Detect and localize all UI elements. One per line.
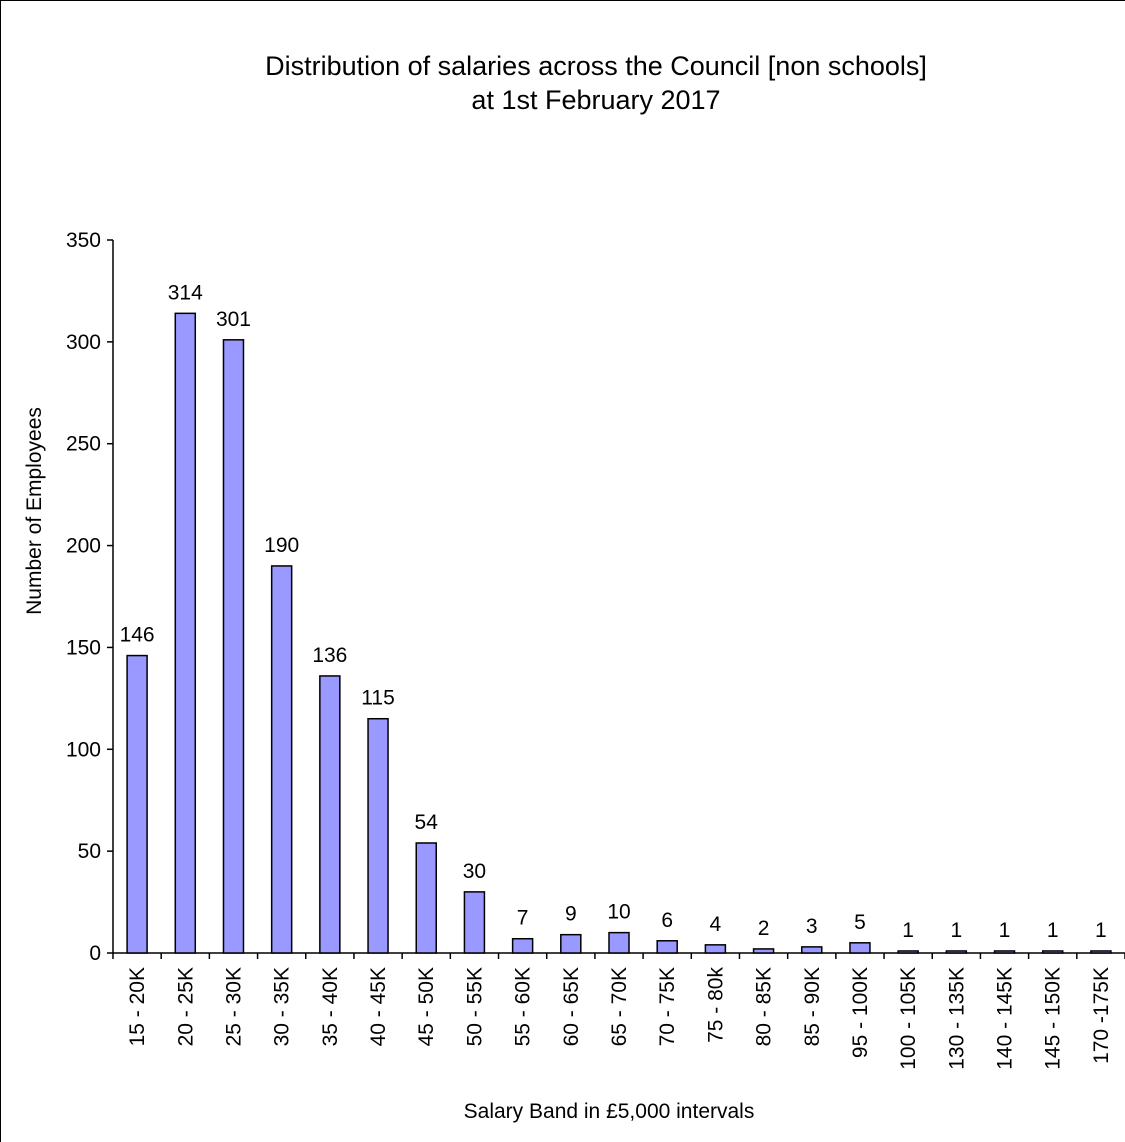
data-label: 9 bbox=[565, 903, 577, 926]
data-label: 1 bbox=[950, 919, 962, 942]
bar bbox=[319, 675, 341, 954]
x-axis-title: Salary Band in £5,000 intervals bbox=[464, 1100, 755, 1123]
x-category-label: 140 - 145K bbox=[994, 967, 1017, 1070]
chart-title-line-1: Distribution of salaries across the Coun… bbox=[265, 51, 927, 81]
data-label: 1 bbox=[902, 919, 914, 942]
data-label: 30 bbox=[463, 860, 486, 883]
x-category-label: 65 - 70K bbox=[608, 967, 631, 1046]
x-category-label: 55 - 60K bbox=[512, 967, 535, 1046]
bar bbox=[126, 654, 148, 954]
data-label: 301 bbox=[216, 308, 251, 331]
bar bbox=[222, 339, 245, 954]
data-label: 1 bbox=[1095, 919, 1107, 942]
bar bbox=[511, 937, 534, 954]
data-label: 136 bbox=[312, 644, 347, 667]
bar bbox=[608, 931, 630, 954]
bar bbox=[463, 891, 486, 954]
data-label: 1 bbox=[999, 919, 1011, 942]
bar bbox=[1090, 950, 1112, 954]
data-label: 10 bbox=[607, 901, 630, 924]
data-label: 7 bbox=[517, 907, 529, 930]
x-category-label: 15 - 20K bbox=[126, 967, 149, 1046]
data-label: 314 bbox=[168, 281, 203, 304]
data-label: 5 bbox=[854, 911, 866, 934]
x-category-label: 45 - 50K bbox=[415, 967, 438, 1046]
x-category-label: 60 - 65K bbox=[560, 967, 583, 1046]
y-tick-label: 300 bbox=[66, 331, 101, 354]
y-tick-label: 350 bbox=[66, 229, 101, 252]
x-category-label: 130 - 135K bbox=[945, 967, 968, 1070]
bar bbox=[1041, 950, 1064, 954]
data-label: 3 bbox=[806, 915, 818, 938]
bar bbox=[945, 950, 968, 954]
y-tick-label: 50 bbox=[78, 840, 101, 863]
x-category-label: 35 - 40K bbox=[319, 967, 342, 1046]
bar bbox=[801, 946, 823, 954]
data-label: 54 bbox=[415, 811, 439, 834]
chart-title-line-2: at 1st February 2017 bbox=[471, 85, 720, 115]
data-label: 1 bbox=[1047, 919, 1059, 942]
bar bbox=[270, 565, 293, 954]
bar bbox=[752, 948, 775, 954]
x-category-label: 85 - 90K bbox=[801, 967, 824, 1046]
data-label: 190 bbox=[264, 534, 299, 557]
data-label: 146 bbox=[120, 624, 155, 647]
x-category-label: 25 - 30K bbox=[222, 967, 245, 1046]
x-category-label: 170 -175K bbox=[1090, 967, 1113, 1064]
y-tick-label: 0 bbox=[89, 942, 101, 965]
data-label: 115 bbox=[361, 687, 394, 710]
x-category-label: 20 - 25K bbox=[174, 967, 197, 1046]
bar bbox=[174, 312, 197, 954]
x-category-label: 70 - 75K bbox=[656, 967, 679, 1046]
bar bbox=[897, 950, 919, 954]
data-label: 6 bbox=[661, 909, 673, 932]
y-tick-label: 100 bbox=[66, 738, 101, 761]
x-category-label: 30 - 35K bbox=[271, 967, 294, 1046]
y-tick-label: 150 bbox=[66, 636, 101, 659]
bar bbox=[367, 717, 389, 954]
x-category-label: 80 - 85K bbox=[753, 967, 776, 1046]
x-category-label: 95 - 100K bbox=[849, 967, 872, 1058]
bar bbox=[656, 940, 678, 954]
bar bbox=[993, 950, 1016, 954]
data-label: 2 bbox=[758, 917, 770, 940]
x-category-label: 75 - 80k bbox=[704, 967, 727, 1043]
x-category-label: 145 - 150K bbox=[1042, 967, 1065, 1070]
bar bbox=[849, 942, 871, 954]
y-tick-label: 200 bbox=[66, 535, 101, 558]
y-tick-label: 250 bbox=[66, 433, 101, 456]
x-category-label: 40 - 45K bbox=[367, 967, 390, 1046]
y-axis-title: Number of Employees bbox=[23, 407, 46, 615]
bar bbox=[704, 944, 727, 954]
bar bbox=[560, 933, 582, 954]
x-category-label: 100 - 105K bbox=[897, 967, 920, 1070]
bar bbox=[415, 842, 437, 954]
data-label: 4 bbox=[710, 913, 722, 936]
x-category-label: 50 - 55K bbox=[463, 967, 486, 1046]
